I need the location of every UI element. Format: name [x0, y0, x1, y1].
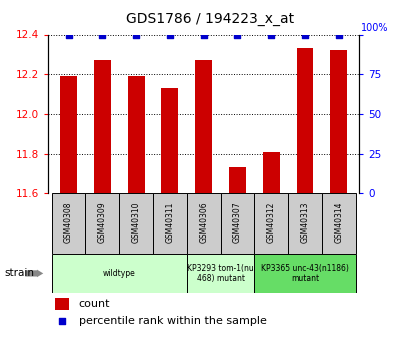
- Bar: [229, 167, 246, 193]
- Point: [234, 32, 241, 37]
- Point: [200, 32, 207, 37]
- Text: GSM40314: GSM40314: [334, 201, 343, 243]
- Point: [133, 32, 139, 37]
- Point: [336, 32, 342, 37]
- Text: wildtype: wildtype: [103, 269, 136, 278]
- Bar: [85, 193, 119, 254]
- Bar: [220, 193, 255, 254]
- Text: count: count: [79, 299, 110, 309]
- Text: GSM40310: GSM40310: [131, 201, 141, 243]
- Text: KP3293 tom-1(nu
468) mutant: KP3293 tom-1(nu 468) mutant: [187, 264, 254, 283]
- Bar: [255, 193, 288, 254]
- Point: [302, 32, 308, 37]
- Bar: [331, 50, 347, 193]
- Bar: [322, 193, 356, 254]
- Text: percentile rank within the sample: percentile rank within the sample: [79, 316, 267, 326]
- Bar: [288, 193, 322, 254]
- Bar: [195, 60, 212, 193]
- Bar: [161, 88, 178, 193]
- Bar: [119, 193, 153, 254]
- Bar: [263, 151, 280, 193]
- Text: GSM40308: GSM40308: [64, 201, 73, 243]
- Text: strain: strain: [4, 268, 34, 278]
- Text: GSM40311: GSM40311: [165, 201, 174, 243]
- Text: GSM40313: GSM40313: [301, 201, 310, 243]
- Bar: [52, 254, 187, 293]
- Bar: [255, 254, 356, 293]
- Point: [59, 318, 66, 323]
- Point: [167, 32, 173, 37]
- Text: GSM40306: GSM40306: [199, 201, 208, 243]
- Text: KP3365 unc-43(n1186)
mutant: KP3365 unc-43(n1186) mutant: [261, 264, 349, 283]
- Bar: [94, 60, 111, 193]
- Bar: [297, 48, 313, 193]
- Bar: [55, 298, 69, 310]
- Text: GSM40312: GSM40312: [267, 201, 276, 243]
- Point: [99, 32, 106, 37]
- Point: [65, 32, 72, 37]
- Text: GDS1786 / 194223_x_at: GDS1786 / 194223_x_at: [126, 12, 294, 26]
- Bar: [128, 76, 144, 193]
- Text: GSM40307: GSM40307: [233, 201, 242, 243]
- Bar: [187, 254, 255, 293]
- Text: 100%: 100%: [361, 23, 388, 33]
- Bar: [187, 193, 220, 254]
- Bar: [153, 193, 187, 254]
- Bar: [52, 193, 85, 254]
- Text: GSM40309: GSM40309: [98, 201, 107, 243]
- Point: [268, 32, 275, 37]
- Bar: [60, 76, 77, 193]
